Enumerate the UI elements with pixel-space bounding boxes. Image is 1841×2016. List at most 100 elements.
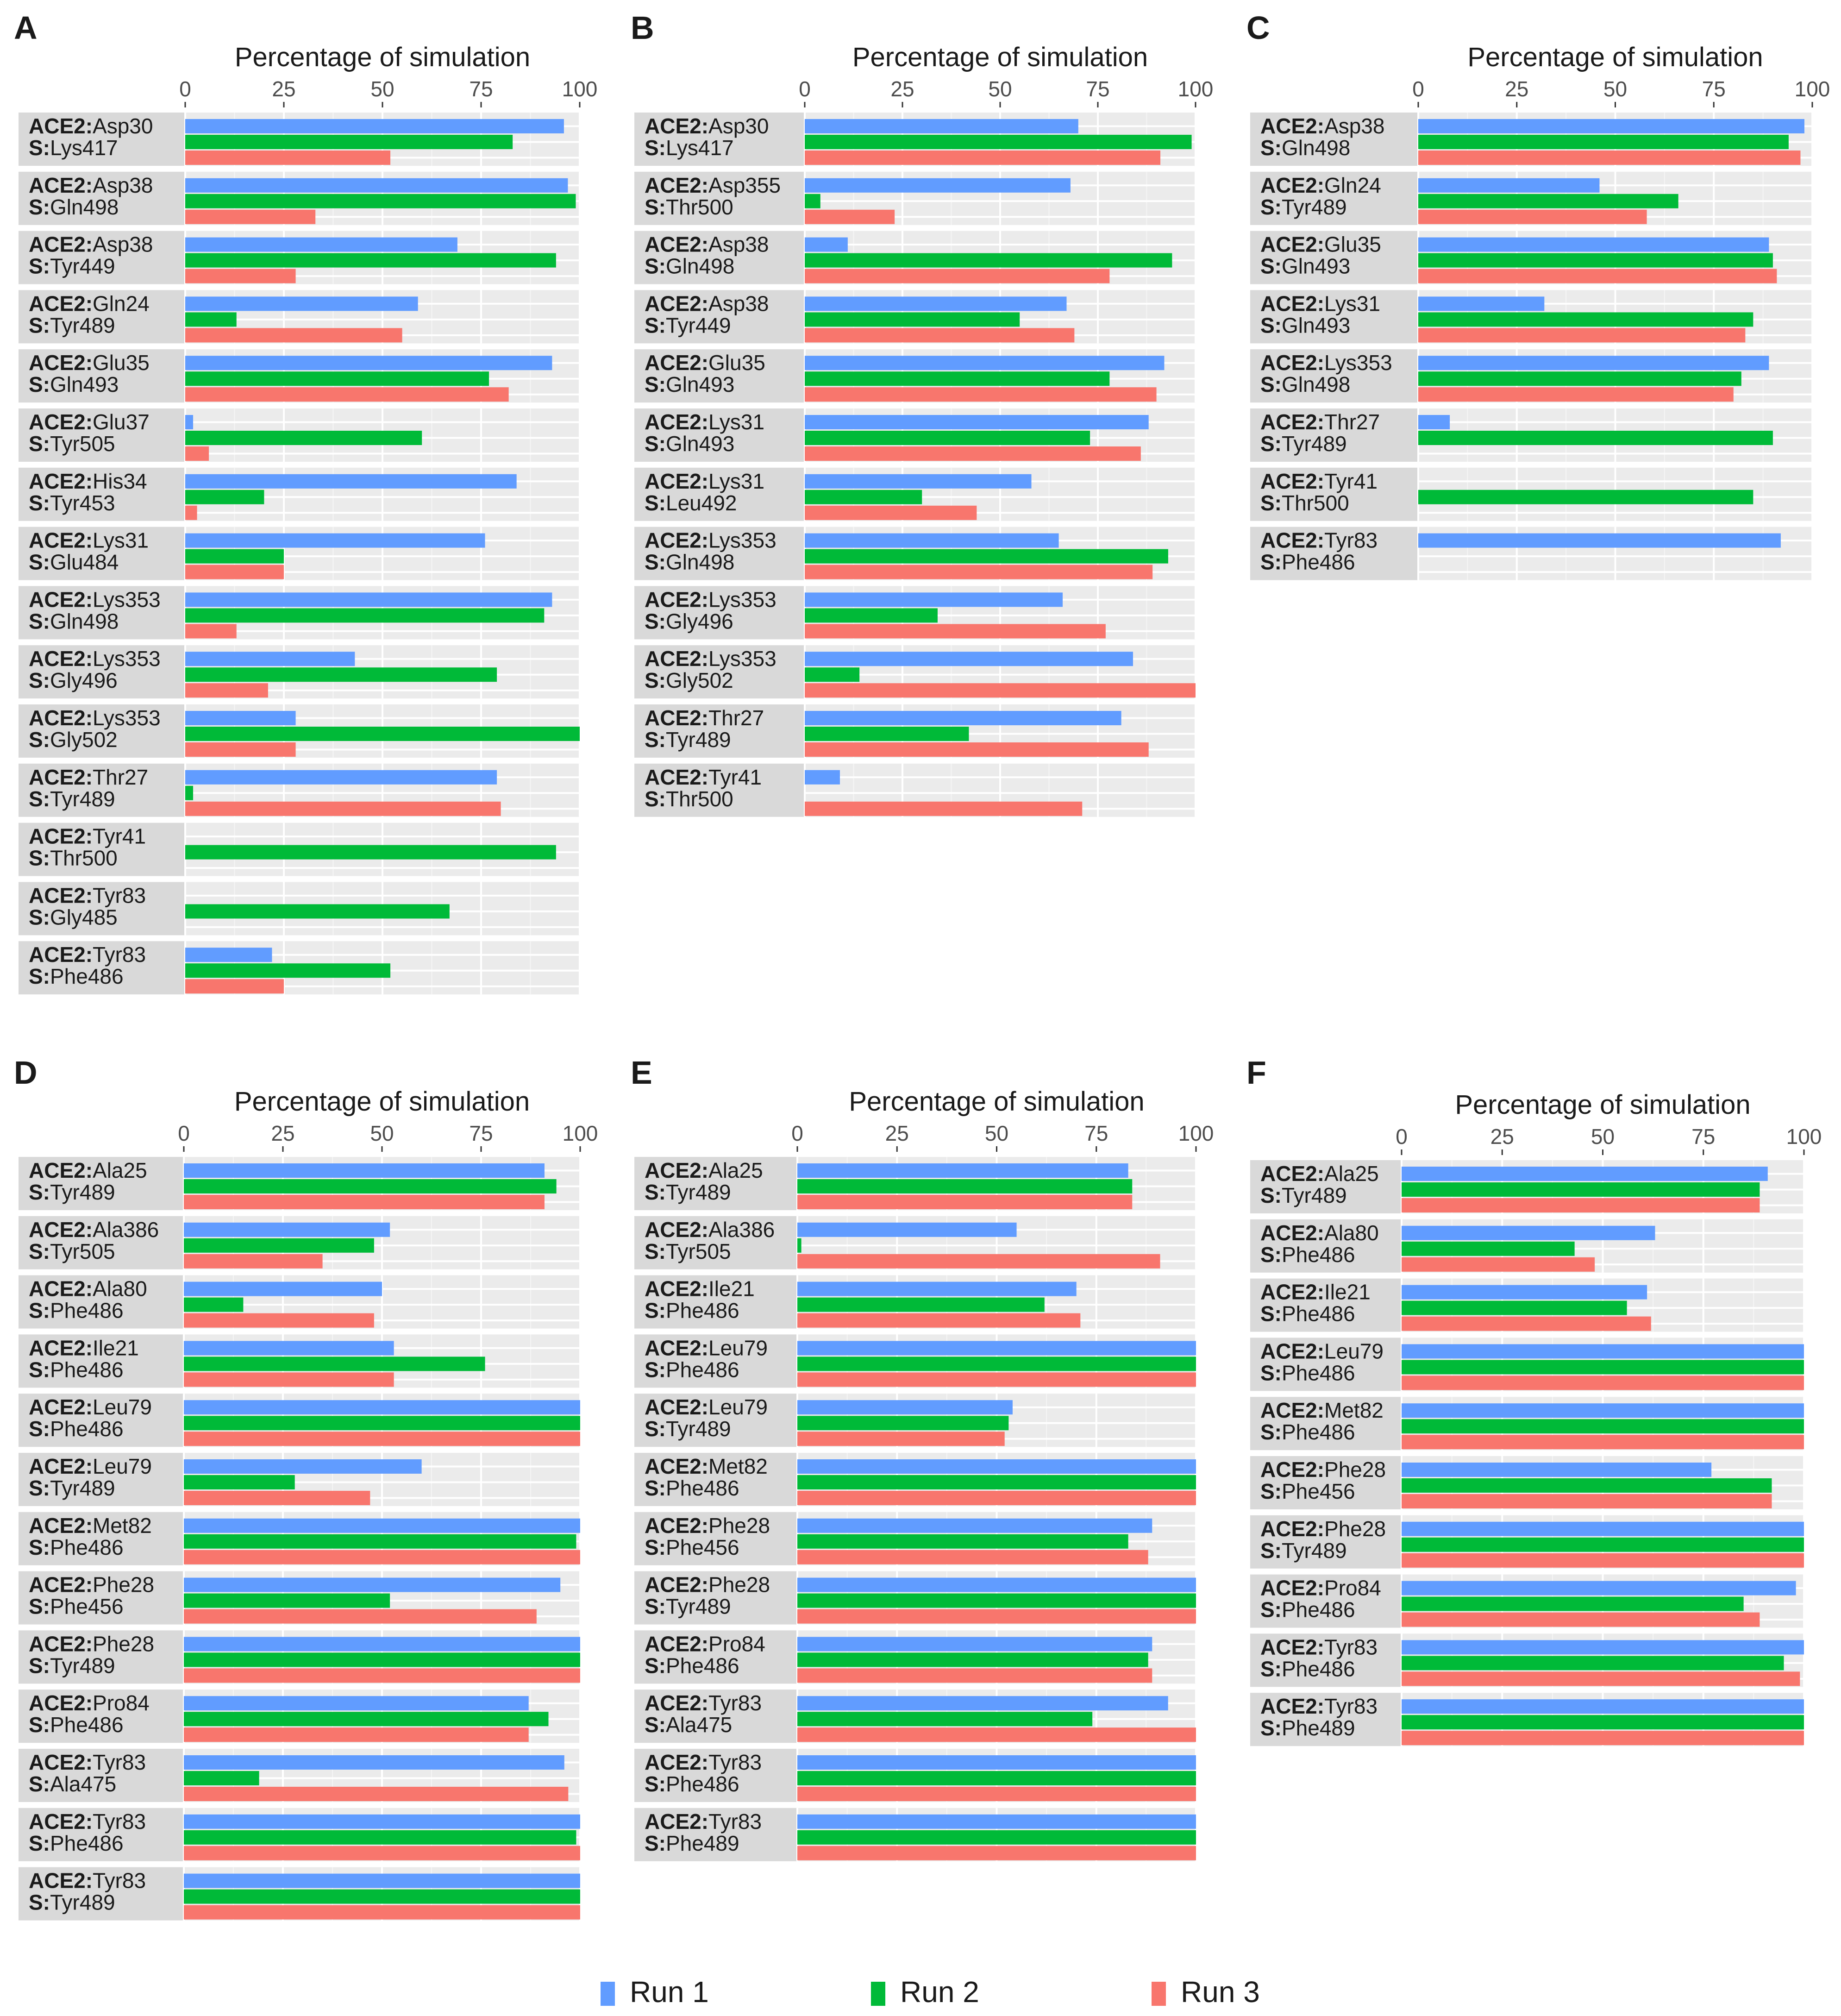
facet-label-spike-residue: Gln493 <box>666 372 734 396</box>
facet-label-residue: Ala80 <box>1324 1221 1379 1245</box>
facet-label-spike: S:Phe486 <box>29 1713 124 1737</box>
facet-label-spike: S:Phe486 <box>645 1772 739 1796</box>
bar-run2 <box>185 194 576 208</box>
bar-run1 <box>805 652 1133 666</box>
facet-label-residue: Phe28 <box>1324 1457 1386 1482</box>
facet-strip <box>19 349 185 403</box>
facet-label-prefix: ACE2: <box>645 291 708 315</box>
bar-run2 <box>1418 312 1753 327</box>
facet-label-prefix: ACE2: <box>29 883 93 907</box>
bar-run3 <box>797 1372 1196 1387</box>
facet-label-spike: S:Tyr505 <box>29 1239 115 1263</box>
bar-run2 <box>1418 194 1678 208</box>
facet-label-ace2: ACE2:Glu35 <box>645 351 765 375</box>
facet-label-spike-prefix: S: <box>645 609 666 633</box>
facet-strip <box>19 171 185 225</box>
facet-label-spike-residue: Tyr489 <box>666 1417 731 1441</box>
bar-run3 <box>184 1550 580 1564</box>
bar-run1 <box>1402 1344 1804 1359</box>
facet-label-residue: Glu35 <box>93 351 150 375</box>
facet-label-spike-residue: Thr500 <box>50 846 118 870</box>
facet-label-spike: S:Gln493 <box>1260 313 1350 337</box>
facet-label-spike: S:Tyr489 <box>29 1180 115 1204</box>
bar-run2 <box>1402 1360 1804 1375</box>
bar-run1 <box>185 533 485 548</box>
bar-run2 <box>1418 490 1753 504</box>
axis-title: Percentage of simulation <box>1467 42 1763 72</box>
facet-label-residue: Ile21 <box>93 1336 139 1360</box>
facet-label-ace2: ACE2:Lys31 <box>1260 291 1380 315</box>
facet-label-spike-prefix: S: <box>29 550 50 574</box>
facet-strip <box>634 171 805 225</box>
facet-label-ace2: ACE2:Ala80 <box>1260 1221 1379 1245</box>
facet-label-ace2: ACE2:Ala80 <box>29 1277 147 1301</box>
facet-label-spike-prefix: S: <box>645 372 666 396</box>
facet-label-spike-prefix: S: <box>29 491 50 515</box>
facet-label-residue: Ala386 <box>93 1218 159 1242</box>
facet-label-residue: Ala25 <box>93 1158 147 1182</box>
bar-run3 <box>184 1254 323 1269</box>
facet-label-prefix: ACE2: <box>645 1809 708 1834</box>
facet-label-ace2: ACE2:Phe28 <box>1260 1457 1386 1482</box>
bar-run3 <box>185 505 197 520</box>
bar-run3 <box>185 269 296 283</box>
facet-label-prefix: ACE2: <box>1260 469 1324 493</box>
facet-label-residue: Glu37 <box>93 410 150 434</box>
bar-run3 <box>1418 328 1746 343</box>
bar-run2 <box>184 1297 244 1312</box>
facet-label-ace2: ACE2:Asp38 <box>29 232 153 257</box>
facet-strip <box>1250 231 1418 284</box>
bar-run3 <box>805 505 977 520</box>
bar-run2 <box>1402 1596 1744 1611</box>
bar-run1 <box>805 415 1149 429</box>
bar-run2 <box>184 1534 576 1549</box>
bar-run2 <box>1402 1241 1575 1256</box>
facet-label-spike-prefix: S: <box>29 1239 50 1263</box>
bar-run2 <box>185 312 237 327</box>
tick-label: 75 <box>469 1121 493 1145</box>
facet-label-spike-prefix: S: <box>29 313 50 337</box>
legend-label-run1: Run 1 <box>630 1975 709 2009</box>
facet-strip <box>19 1334 184 1388</box>
bar-run3 <box>1402 1731 1804 1746</box>
facet-label-spike-residue: Tyr489 <box>666 728 731 752</box>
bar-run1 <box>184 1696 529 1711</box>
bar-run1 <box>184 1400 580 1415</box>
bar-run1 <box>185 770 497 785</box>
bar-run2 <box>797 1297 1045 1312</box>
facet-label-ace2: ACE2:Asp30 <box>29 114 153 138</box>
bar-run2 <box>184 1889 580 1904</box>
facet-label-spike-prefix: S: <box>29 195 50 219</box>
facet-label-prefix: ACE2: <box>1260 1339 1324 1363</box>
facet-label-ace2: ACE2:Thr27 <box>1260 410 1380 434</box>
facet-label-spike-prefix: S: <box>645 1299 666 1323</box>
facet-strip <box>1250 1397 1402 1451</box>
bar-run2 <box>1418 431 1773 445</box>
bar-run3 <box>1402 1612 1760 1627</box>
facet-label-spike-prefix: S: <box>29 1595 50 1619</box>
facet-label-ace2: ACE2:Leu79 <box>645 1395 768 1419</box>
bar-run3 <box>797 1846 1196 1860</box>
facet-label-prefix: ACE2: <box>1260 1635 1324 1659</box>
facet-label-spike-prefix: S: <box>1260 1598 1282 1622</box>
facet-label-spike: S:Gly502 <box>29 728 118 752</box>
bar-run2 <box>805 135 1192 149</box>
facet-label-spike-residue: Gly502 <box>666 668 733 692</box>
facet-label-spike: S:Thr500 <box>645 787 733 811</box>
facet-label-spike: S:Gln493 <box>1260 254 1350 278</box>
